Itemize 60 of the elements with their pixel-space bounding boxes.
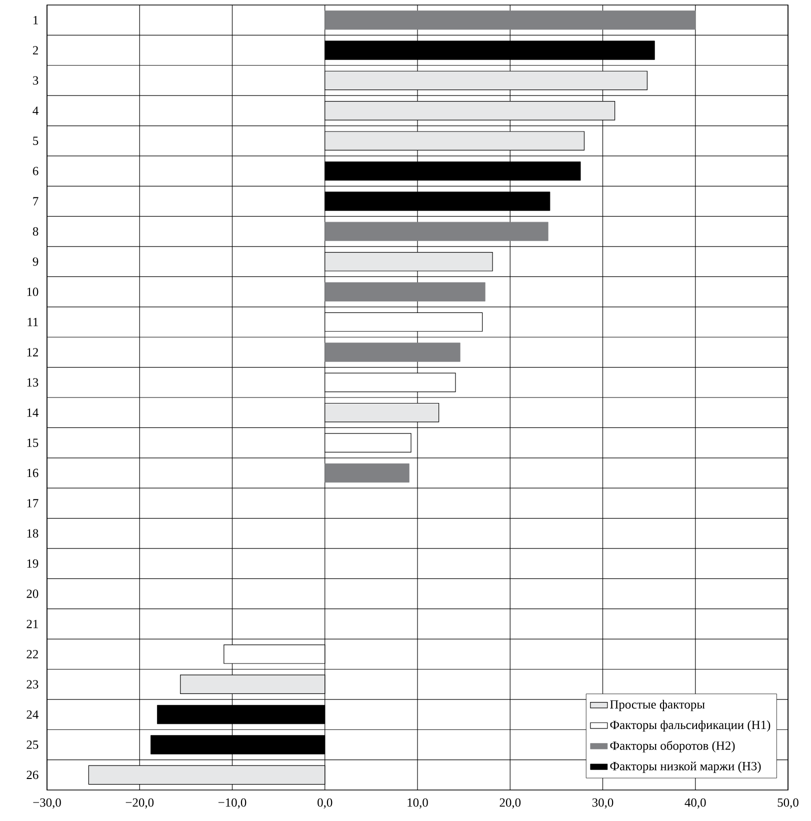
x-tick-label: 10,0 [408, 798, 428, 809]
y-tick-label: 23 [26, 680, 38, 689]
bar [324, 463, 410, 483]
x-tick-label: −30,0 [33, 798, 61, 809]
x-tick-label: −10,0 [218, 798, 246, 809]
y-tick-label: 13 [27, 378, 38, 387]
bar [324, 433, 412, 452]
bar [88, 765, 326, 785]
legend-label: Факторы оборотов (H2) [610, 740, 735, 752]
y-tick-label: 10 [27, 288, 38, 296]
y-tick-label: 2 [32, 46, 38, 54]
bar [324, 131, 585, 151]
bar [324, 162, 581, 181]
bar [150, 735, 326, 754]
y-tick-label: 25 [26, 740, 38, 749]
bar [324, 40, 655, 60]
bar [224, 644, 326, 664]
y-tick-label: 12 [27, 348, 38, 356]
bar [324, 402, 440, 422]
bar [157, 704, 326, 724]
x-tick-label: 20,0 [500, 798, 521, 809]
bar [324, 70, 648, 90]
y-tick-label: 24 [26, 710, 38, 719]
legend-label: Факторы фальсификации (H1) [610, 720, 770, 732]
y-tick-label: 16 [27, 468, 38, 478]
bar [324, 222, 548, 242]
bar [324, 192, 550, 211]
y-tick-label: 26 [26, 770, 38, 780]
bar [180, 674, 326, 694]
y-tick-label: 9 [32, 257, 38, 266]
bar [324, 312, 483, 332]
x-tick-label: 30,0 [592, 798, 614, 809]
bar [324, 101, 616, 120]
bar [324, 372, 456, 392]
y-tick-label: 18 [27, 529, 38, 538]
y-tick-label: 1 [34, 16, 38, 24]
bar [324, 342, 460, 362]
x-tick-label: 50,0 [778, 798, 798, 809]
y-tick-label: 14 [27, 408, 38, 417]
bar [324, 10, 696, 30]
x-tick-label: 0,0 [318, 798, 332, 809]
y-tick-label: 11 [28, 318, 38, 326]
legend-label: Факторы низкой маржи (H3) [610, 762, 761, 773]
y-tick-label: 3 [33, 76, 38, 85]
y-tick-label: 6 [32, 166, 38, 176]
y-tick-label: 17 [27, 499, 38, 508]
y-tick-label: 5 [33, 136, 38, 146]
y-tick-label: 21 [26, 620, 38, 628]
y-tick-label: 20 [26, 590, 38, 598]
bar [324, 252, 493, 272]
y-tick-label: 15 [27, 438, 38, 447]
y-tick-label: 19 [27, 559, 38, 568]
y-tick-label: 8 [32, 227, 38, 236]
legend-label: Простые факторы [610, 700, 705, 712]
x-tick-label: 40,0 [684, 798, 706, 809]
y-tick-label: 4 [32, 106, 38, 115]
y-tick-label: 7 [33, 197, 38, 206]
y-tick-label: 22 [26, 650, 38, 658]
bar [324, 282, 486, 302]
x-tick-label: −20,0 [126, 798, 154, 809]
